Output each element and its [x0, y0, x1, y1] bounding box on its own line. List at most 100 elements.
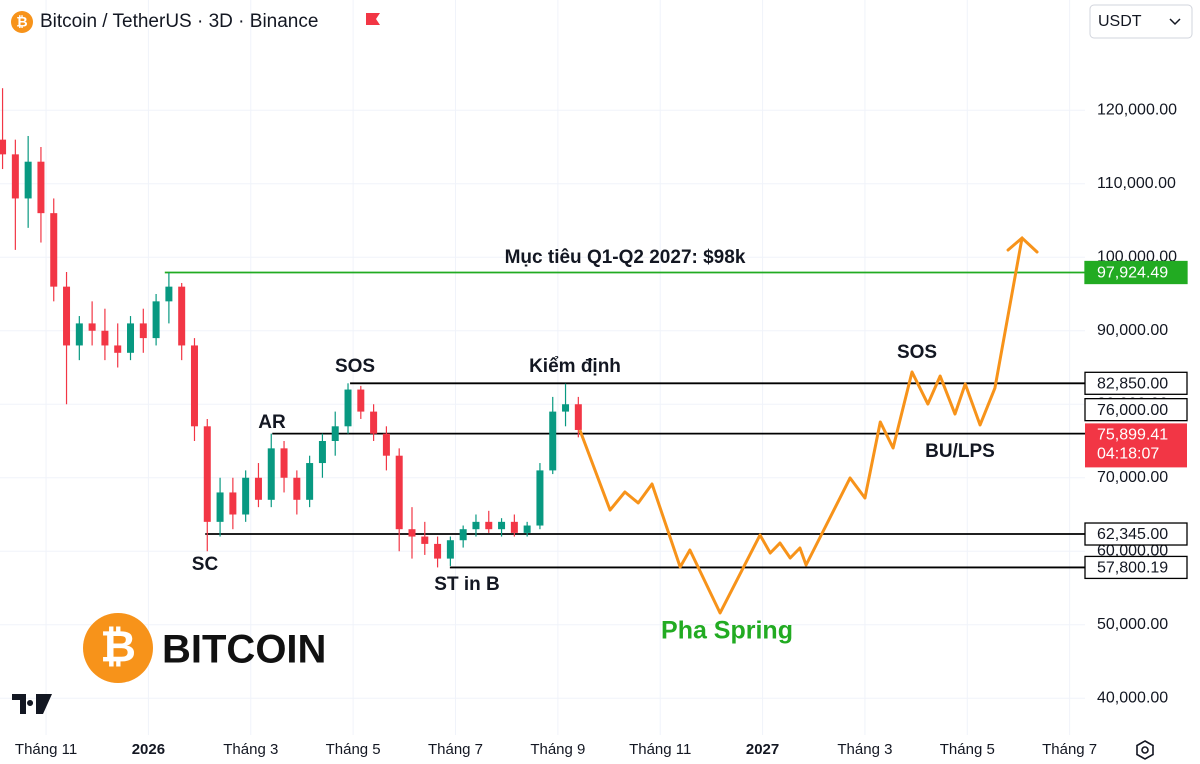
countdown: 04:18:07	[1097, 446, 1159, 463]
candle-body	[357, 389, 365, 412]
annotation: Mục tiêu Q1-Q2 2027: $98k	[505, 247, 746, 268]
flag-icon	[366, 13, 380, 25]
projection-arrowhead	[1006, 235, 1039, 254]
candle-body	[280, 448, 288, 478]
level-label-box	[1084, 555, 1188, 580]
candle-body	[472, 521, 480, 530]
bitcoin-wordmark: BITCOIN	[162, 628, 326, 672]
annotation: AR	[258, 412, 286, 433]
symbol-title: Bitcoin / TetherUS · 3D · Binance	[40, 11, 318, 32]
x-tick-label: Tháng 3	[223, 741, 278, 758]
tradingview-logo[interactable]	[12, 694, 52, 714]
candle-body	[434, 543, 442, 559]
x-tick-label: Tháng 5	[940, 741, 995, 758]
annotation: BU/LPS	[925, 441, 995, 462]
x-tick-label: Tháng 9	[530, 741, 585, 758]
candle-body	[267, 448, 275, 500]
level-label: 97,924.49	[1097, 265, 1168, 282]
candle-body	[549, 411, 557, 471]
candle-body	[382, 433, 390, 456]
candle-body	[127, 323, 135, 353]
currency-label[interactable]: USDT	[1098, 13, 1142, 30]
candle-body	[75, 323, 83, 346]
y-tick-label: 70,000.00	[1097, 469, 1168, 486]
x-tick-label: 2026	[132, 741, 165, 758]
annotation: SOS	[335, 356, 375, 377]
candle-body	[370, 411, 378, 434]
candle-body	[101, 330, 109, 346]
candle-body	[190, 345, 198, 427]
level-label: 62,345.00	[1097, 526, 1168, 543]
annotations: SC AR SOS ST in B Kiểm định Mục tiêu Q1-Q2 20…	[192, 247, 995, 645]
x-tick-label: 2027	[746, 741, 779, 758]
price-label-box	[1085, 423, 1187, 468]
candle-body	[0, 139, 7, 155]
candle-body	[229, 492, 237, 515]
y-tick-label: 110,000.00	[1097, 175, 1176, 192]
annotation: Kiểm định	[529, 356, 621, 377]
level-label-box	[1084, 522, 1188, 546]
candle-body	[165, 286, 173, 302]
candle-body	[50, 213, 58, 287]
dropdown-arrow[interactable]	[1169, 18, 1181, 26]
candle-body	[459, 529, 467, 541]
x-tick-label: Tháng 11	[629, 741, 691, 758]
x-tick-label: Tháng 7	[1042, 741, 1097, 758]
candle-body	[216, 492, 224, 522]
x-tick-label: Tháng 11	[15, 741, 77, 758]
candles	[0, 88, 582, 568]
y-tick-label: 90,000.00	[1097, 322, 1168, 339]
level-label-box	[1084, 397, 1188, 422]
candle-body	[293, 477, 301, 500]
level-label-box	[1084, 371, 1188, 395]
currency-button[interactable]	[1089, 4, 1193, 39]
coin-icon	[11, 11, 33, 33]
candle-body	[203, 426, 211, 522]
annotation: ST in B	[434, 574, 499, 595]
annotation: SOS	[897, 342, 937, 363]
candle-body	[318, 441, 326, 464]
price-axis: 40,000.0050,000.0060,000.0070,000.0080,0…	[15, 101, 1188, 758]
candle-body	[408, 529, 416, 537]
candle-body	[485, 521, 493, 530]
settings-icon-center	[1141, 746, 1149, 754]
candle-body	[37, 161, 45, 214]
candle-body	[11, 154, 19, 199]
candle-body	[114, 345, 122, 353]
bitcoin-logo	[83, 613, 153, 683]
candle-body	[523, 525, 531, 533]
y-tick-label: 120,000.00	[1097, 101, 1177, 118]
current-price: 75,899.41	[1097, 427, 1168, 444]
candle-body	[446, 540, 454, 559]
x-tick-label: Tháng 5	[326, 741, 381, 758]
annotation: SC	[192, 554, 219, 575]
settings-icon[interactable]	[1136, 740, 1154, 760]
coin-glyph: ₿	[16, 14, 27, 30]
x-tick-label: Tháng 7	[428, 741, 483, 758]
y-tick-label: 40,000.00	[1097, 689, 1168, 706]
candle-body	[63, 286, 71, 346]
y-tick-label: 50,000.00	[1097, 616, 1168, 633]
candle-body	[331, 426, 339, 441]
levels	[164, 271, 1085, 569]
candle-body	[139, 323, 147, 339]
candle-body	[306, 463, 314, 500]
candle-body	[510, 521, 518, 533]
candle-body	[395, 455, 403, 530]
candle-body	[242, 477, 250, 515]
level-label: 76,000.00	[1097, 402, 1168, 419]
candle-body	[344, 389, 352, 427]
y-tick-label: 60,000.00	[1097, 542, 1168, 559]
candle-body	[536, 470, 544, 526]
level-label: 82,850.00	[1097, 376, 1168, 393]
candle-body	[88, 323, 96, 331]
candle-body	[254, 477, 262, 500]
candle-body	[574, 404, 582, 430]
projection-line	[578, 237, 1024, 615]
candle-body	[178, 286, 186, 346]
level-label-box	[1084, 260, 1188, 285]
candle-body	[152, 301, 160, 339]
projection	[578, 235, 1039, 615]
candle-body	[421, 536, 429, 544]
